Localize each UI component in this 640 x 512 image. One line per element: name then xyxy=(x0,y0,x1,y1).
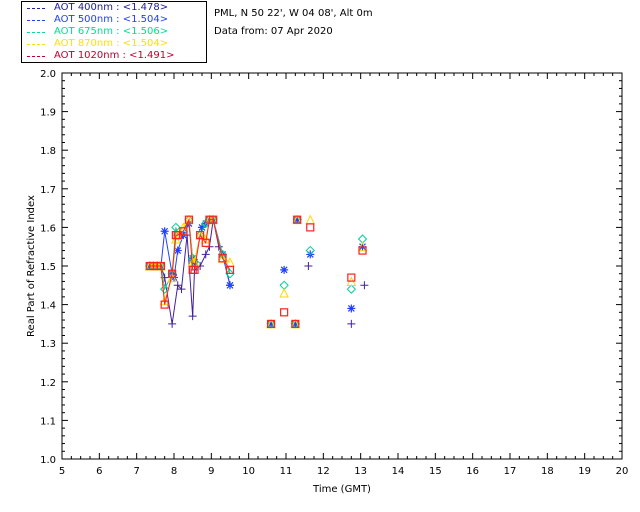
data-point xyxy=(267,319,276,328)
legend-swatch-870nm xyxy=(27,44,45,45)
legend-swatch-675nm xyxy=(27,32,45,33)
legend-swatch-1020nm xyxy=(27,56,45,57)
data-point xyxy=(306,223,315,232)
y-tick-label: 1.9 xyxy=(40,108,56,119)
legend-item-870nm: AOT 870nm : <1.504> xyxy=(22,38,206,50)
x-tick-label: 15 xyxy=(429,466,442,477)
legend-label-1020nm: AOT 1020nm : <1.491> xyxy=(54,50,175,61)
x-tick-label: 5 xyxy=(59,466,65,477)
legend-swatch-400nm xyxy=(27,8,45,9)
data-point xyxy=(358,246,367,255)
x-tick-label: 13 xyxy=(354,466,367,477)
legend-label-500nm: AOT 500nm : <1.504> xyxy=(54,14,169,25)
legend-item-500nm: AOT 500nm : <1.504> xyxy=(22,14,206,26)
data-point xyxy=(347,304,356,313)
legend-item-400nm: AOT 400nm : <1.478> xyxy=(22,2,206,14)
x-tick-label: 6 xyxy=(96,466,102,477)
data-point xyxy=(160,300,169,309)
data-point xyxy=(226,281,234,290)
y-tick-label: 1.0 xyxy=(40,455,56,466)
axes-layer: 5 6 7 8 9 10 11 12 13 14 15 16 17 18 19 20 1.0 1.1 1.2 1.3 1… xyxy=(40,69,628,477)
y-tick-label: 1.3 xyxy=(40,339,56,350)
data-point xyxy=(160,227,169,236)
legend: AOT 400nm : <1.478> AOT 500nm : <1.504> … xyxy=(21,1,207,63)
legend-label-870nm: AOT 870nm : <1.504> xyxy=(54,38,169,49)
data-point xyxy=(173,281,182,290)
y-tick-label: 1.5 xyxy=(40,262,56,273)
y-tick-label: 1.7 xyxy=(40,185,56,196)
x-tick-label: 20 xyxy=(616,466,629,477)
x-tick-label: 17 xyxy=(504,466,517,477)
data-point xyxy=(201,238,210,247)
data-point xyxy=(304,262,313,270)
data-point xyxy=(184,215,194,224)
data-point xyxy=(198,223,206,232)
x-tick-label: 9 xyxy=(208,466,214,477)
data-point xyxy=(360,281,369,290)
y-axis-title: Real Part of Refractive Index xyxy=(26,195,37,337)
data-point xyxy=(225,265,235,274)
y-tick-label: 1.2 xyxy=(40,378,56,389)
x-axis-title: Time (GMT) xyxy=(312,484,371,495)
x-tick-label: 19 xyxy=(578,466,591,477)
x-tick-label: 16 xyxy=(466,466,479,477)
data-point xyxy=(218,254,227,263)
site-location: PML, N 50 22', W 04 08', Alt 0m xyxy=(214,8,373,19)
y-tick-label: 1.8 xyxy=(40,146,56,157)
x-tick-label: 7 xyxy=(133,466,139,477)
x-tick-label: 12 xyxy=(317,466,330,477)
data-point xyxy=(347,273,356,282)
data-point xyxy=(305,214,316,225)
legend-label-675nm: AOT 675nm : <1.506> xyxy=(54,26,169,37)
x-tick-label: 11 xyxy=(280,466,293,477)
data-point xyxy=(280,308,289,317)
data-point xyxy=(201,250,210,259)
data-point xyxy=(209,215,218,224)
data-point xyxy=(346,284,357,294)
data-point xyxy=(225,269,235,279)
legend-item-675nm: AOT 675nm : <1.506> xyxy=(22,26,206,38)
data-date: Data from: 07 Apr 2020 xyxy=(214,26,333,37)
data-point xyxy=(177,285,186,294)
series-4 xyxy=(145,215,367,328)
x-tick-label: 10 xyxy=(242,466,255,477)
data-point xyxy=(291,319,300,328)
data-point xyxy=(156,261,166,271)
x-tick-label: 8 xyxy=(171,466,177,477)
data-point xyxy=(293,215,302,224)
series-layer xyxy=(144,214,369,329)
data-point xyxy=(347,319,356,328)
data-point xyxy=(188,312,197,321)
y-tick-label: 1.6 xyxy=(40,223,56,234)
x-tick-label: 14 xyxy=(392,466,405,477)
data-point xyxy=(291,319,300,328)
x-tick-label: 18 xyxy=(541,466,554,477)
data-point xyxy=(293,215,302,224)
data-point xyxy=(159,284,170,294)
data-point xyxy=(190,265,199,274)
data-point xyxy=(266,319,276,328)
data-point xyxy=(305,245,315,256)
legend-swatch-500nm xyxy=(27,20,45,21)
data-point xyxy=(179,227,188,236)
data-point xyxy=(280,265,289,274)
y-tick-label: 1.4 xyxy=(40,301,56,312)
data-point xyxy=(279,287,289,298)
y-tick-label: 2.0 xyxy=(40,69,56,80)
data-point xyxy=(196,231,205,240)
data-point xyxy=(168,269,177,278)
data-point xyxy=(173,246,182,255)
legend-item-1020nm: AOT 1020nm : <1.491> xyxy=(22,50,206,62)
y-tick-label: 1.1 xyxy=(40,416,56,427)
legend-label-400nm: AOT 400nm : <1.478> xyxy=(54,2,169,13)
data-point xyxy=(168,319,177,328)
